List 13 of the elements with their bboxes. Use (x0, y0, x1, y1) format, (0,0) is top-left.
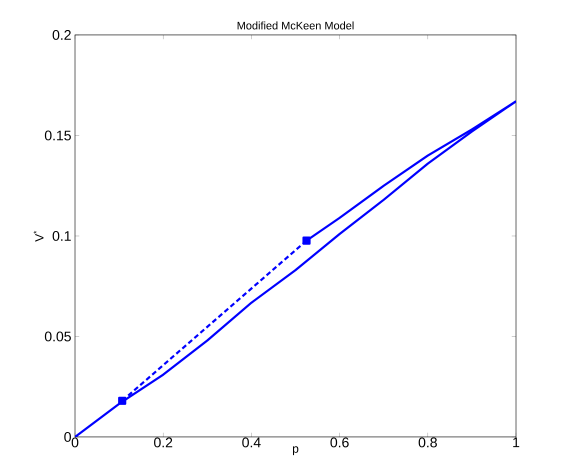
x-tick-label: 1 (513, 438, 520, 448)
chart-title: Modified McKeen Model (238, 21, 354, 30)
x-axis-title: p (292, 446, 298, 456)
x-tick-label: 0 (72, 438, 78, 448)
y-tick-label: 0.2 (52, 30, 71, 40)
x-tick-label: 0.6 (330, 438, 349, 448)
y-tick-label: 0.15 (44, 130, 71, 140)
x-tick-label: 0.4 (242, 438, 261, 448)
x-tick-label: 0.8 (418, 438, 437, 448)
y-tick-label: 0.05 (44, 332, 71, 342)
x-tick-label: 0.2 (154, 438, 172, 448)
y-tick-label: 0.1 (52, 231, 71, 241)
y-axis-title: V$^{*}$ (34, 230, 44, 242)
